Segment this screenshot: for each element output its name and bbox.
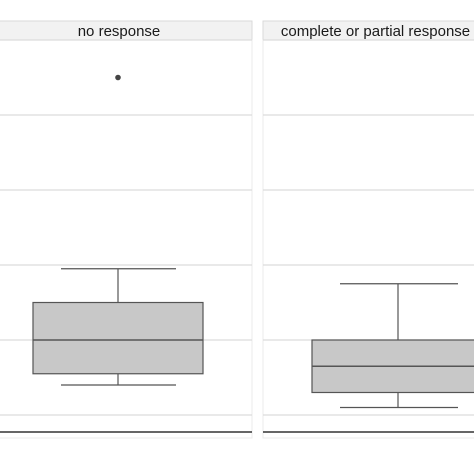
- facet-label: complete or partial response: [281, 23, 470, 40]
- facet-panel: no response: [0, 20, 253, 439]
- outlier-point: [115, 74, 121, 81]
- box: [32, 301, 204, 375]
- facet-plot-area: [0, 39, 253, 439]
- facet-panels: no response complete or partial response: [0, 20, 474, 439]
- facet-label: no response: [78, 23, 161, 40]
- facet-panel: complete or partial response: [262, 20, 474, 439]
